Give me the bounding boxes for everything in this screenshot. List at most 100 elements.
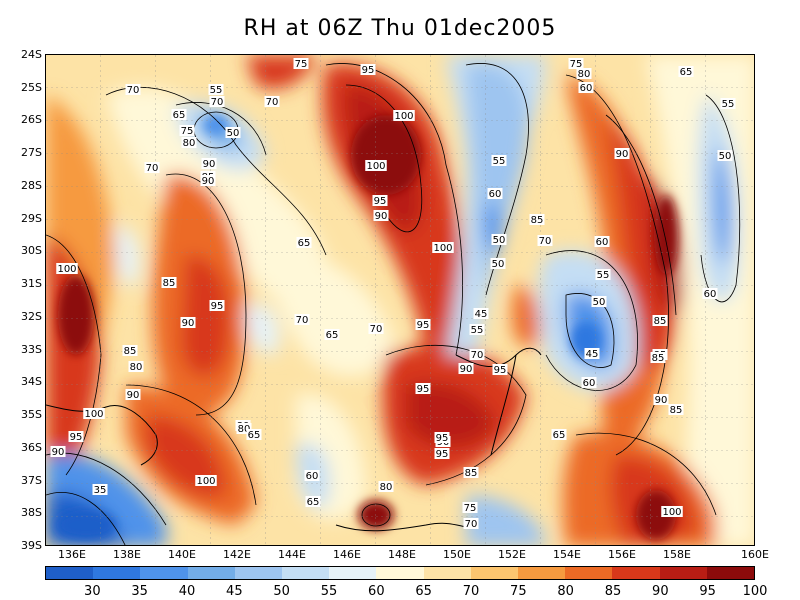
- contour-label-background: [678, 66, 694, 77]
- contour-label-background: [125, 389, 141, 400]
- contour-value-label: 85: [531, 215, 544, 226]
- contour-value-label: 55: [597, 270, 610, 281]
- contour-value-label: 70: [471, 350, 484, 361]
- contour-label-background: [415, 383, 431, 394]
- latitude-tick-label: 30S: [21, 244, 42, 258]
- map-canvas: 7595758065605570706570100507580908590705…: [46, 55, 754, 545]
- contour-value-label: 95: [417, 320, 430, 331]
- contour-label-background: [584, 348, 600, 359]
- contour-value-label: 60: [704, 289, 717, 300]
- contour-label-background: [294, 314, 310, 325]
- colorbar-tick-label: 100: [742, 584, 768, 599]
- contour-label-background: [591, 296, 607, 307]
- contour-label-background: [305, 496, 321, 507]
- contour-value-label: 70: [465, 519, 478, 530]
- colorbar-tick-label: 60: [368, 584, 385, 599]
- colorbar: [45, 566, 755, 580]
- latitude-tick-label: 25S: [21, 80, 42, 94]
- map-gridlines: [46, 55, 754, 545]
- contour-label-background: [324, 329, 340, 340]
- longitude-tick-label: 138E: [113, 548, 141, 561]
- contour-label-background: [463, 518, 479, 529]
- colorbar-tick-label: 95: [699, 584, 716, 599]
- contour-label-background: [128, 361, 144, 372]
- latitude-tick-label: 27S: [21, 146, 42, 160]
- latitude-tick-label: 35S: [21, 408, 42, 422]
- contour-value-label: 55: [493, 156, 506, 167]
- contour-value-label: 70: [211, 97, 224, 108]
- contour-value-label: 65: [298, 238, 311, 249]
- contour-label-background: [56, 263, 78, 274]
- contour-value-label: 100: [366, 161, 385, 172]
- contour-value-label: 95: [494, 365, 507, 376]
- contour-value-label: 80: [380, 482, 393, 493]
- contour-value-label: 90: [202, 176, 215, 187]
- contour-value-label: 65: [326, 330, 339, 341]
- contour-label-background: [122, 345, 138, 356]
- contour-label-background: [487, 188, 503, 199]
- colorbar-swatch: [565, 567, 613, 579]
- latitude-tick-label: 28S: [21, 178, 42, 192]
- contour-value-label: 90: [52, 447, 65, 458]
- contour-label-background: [529, 214, 545, 225]
- contour-value-label: 95: [436, 433, 449, 444]
- colorbar-swatch: [140, 567, 188, 579]
- contour-value-label: 75: [464, 503, 477, 514]
- contour-label-background: [702, 288, 718, 299]
- contour-label-background: [568, 58, 584, 69]
- contour-label-background: [125, 84, 141, 95]
- colorbar-tick-label: 30: [84, 584, 101, 599]
- contour-label-background: [415, 319, 431, 330]
- contour-value-label: 50: [493, 235, 506, 246]
- contour-label-background: [581, 377, 597, 388]
- contour-label-background: [293, 58, 309, 69]
- colorbar-swatch: [234, 567, 283, 579]
- contour-label-background: [491, 234, 507, 245]
- contour-value-label: 90: [616, 149, 629, 160]
- longitude-tick-label: 146E: [333, 548, 361, 561]
- contour-label-layer: 7595758065605570706570100507580908590705…: [50, 58, 736, 530]
- longitude-tick-label: 136E: [58, 548, 86, 561]
- contour-label-background: [201, 158, 217, 169]
- colorbar-swatch: [612, 567, 660, 579]
- contour-label-background: [668, 404, 684, 415]
- contour-label-background: [200, 175, 216, 186]
- contour-label-background: [650, 352, 666, 363]
- contour-label-background: [50, 446, 66, 457]
- contour-value-label: 85: [124, 346, 137, 357]
- contour-label-background: [462, 502, 478, 513]
- contour-label-background: [92, 484, 108, 495]
- contour-value-label: 50: [593, 297, 606, 308]
- colorbar-tick-label: 50: [273, 584, 290, 599]
- contour-label-background: [372, 195, 388, 206]
- contour-label-background: [264, 96, 280, 107]
- colorbar-swatch: [93, 567, 141, 579]
- contour-value-label: 65: [173, 110, 186, 121]
- contour-value-label: 70: [127, 85, 140, 96]
- colorbar-tick-label: 80: [557, 584, 574, 599]
- contour-value-label: 100: [196, 476, 215, 487]
- contour-label-background: [225, 127, 241, 138]
- contour-value-label: 75: [570, 59, 583, 70]
- longitude-tick-label: 154E: [553, 548, 581, 561]
- contour-label-background: [181, 137, 197, 148]
- contour-label-background: [458, 363, 474, 374]
- contour-value-label: 80: [578, 69, 591, 80]
- contour-label-background: [304, 470, 320, 481]
- latitude-tick-label: 32S: [21, 309, 42, 323]
- contour-label-background: [209, 300, 225, 311]
- contour-label-background: [576, 68, 592, 79]
- colorbar-swatch: [518, 567, 566, 579]
- longitude-tick-label: 156E: [608, 548, 636, 561]
- contour-label-background: [578, 82, 594, 93]
- contour-value-label: 85: [654, 316, 667, 327]
- contour-value-label: 50: [227, 128, 240, 139]
- contour-value-label: 60: [306, 471, 319, 482]
- contour-label-background: [492, 364, 508, 375]
- contour-value-label: 100: [84, 409, 103, 420]
- longitude-tick-label: 150E: [443, 548, 471, 561]
- contour-label-background: [68, 431, 84, 442]
- contour-value-label: 50: [719, 151, 732, 162]
- contour-label-background: [378, 481, 394, 492]
- contour-value-label: 95: [362, 65, 375, 76]
